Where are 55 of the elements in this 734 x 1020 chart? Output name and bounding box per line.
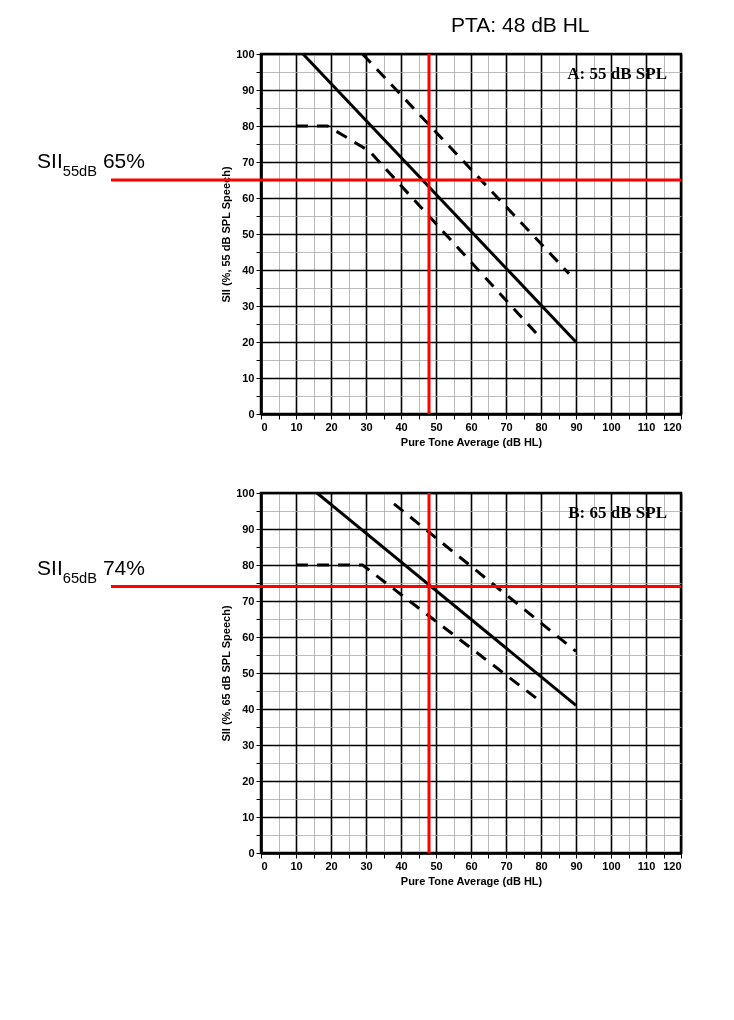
y-tick-label: 60 bbox=[242, 191, 255, 204]
y-tick-label: 40 bbox=[242, 702, 255, 715]
y-tick-label: 50 bbox=[242, 227, 255, 240]
ref-line-label: SII$_{55dB}$ 65% bbox=[37, 149, 145, 179]
x-tick-label: 0 bbox=[261, 859, 268, 872]
y-tick-label: 60 bbox=[242, 630, 255, 643]
x-tick-label: 80 bbox=[535, 859, 548, 872]
x-tick-label: 60 bbox=[465, 859, 478, 872]
x-tick-label: 110 bbox=[637, 859, 656, 872]
x-tick-label: 110 bbox=[637, 420, 656, 433]
x-axis-title: Pure Tone Average (dB HL) bbox=[400, 435, 543, 448]
y-tick-label: 50 bbox=[242, 666, 255, 679]
y-tick-label: 80 bbox=[242, 558, 255, 571]
y-tick-label: 30 bbox=[242, 738, 255, 751]
ref-line-label: PTA: 48 dB HL bbox=[451, 13, 590, 36]
x-tick-label: 10 bbox=[290, 420, 303, 433]
x-tick-label: 30 bbox=[360, 859, 373, 872]
y-tick-label: 70 bbox=[242, 155, 255, 168]
x-tick-label: 100 bbox=[602, 859, 621, 872]
x-tick-label: 50 bbox=[430, 859, 443, 872]
x-tick-label: 100 bbox=[602, 420, 621, 433]
y-tick-label: 10 bbox=[242, 371, 255, 384]
x-tick-label: 120 bbox=[663, 420, 682, 433]
y-tick-label: 0 bbox=[248, 407, 255, 420]
y-tick-label: 70 bbox=[242, 594, 255, 607]
x-tick-label: 90 bbox=[570, 420, 583, 433]
y-tick-label: 100 bbox=[236, 486, 255, 499]
y-axis-title: SII (%, 55 dB SPL Speech) bbox=[220, 166, 233, 303]
x-tick-label: 90 bbox=[570, 859, 583, 872]
x-tick-label: 70 bbox=[500, 859, 513, 872]
y-tick-label: 90 bbox=[242, 83, 255, 96]
y-tick-label: 90 bbox=[242, 522, 255, 535]
y-tick-label: 40 bbox=[242, 263, 255, 276]
y-tick-label: 10 bbox=[242, 810, 255, 823]
x-tick-label: 10 bbox=[290, 859, 303, 872]
x-tick-label: 60 bbox=[465, 420, 478, 433]
x-tick-label: 30 bbox=[360, 420, 373, 433]
x-tick-label: 80 bbox=[535, 420, 548, 433]
y-tick-label: 100 bbox=[236, 47, 255, 60]
x-tick-label: 20 bbox=[325, 859, 338, 872]
x-tick-label: 70 bbox=[500, 420, 513, 433]
y-tick-label: 30 bbox=[242, 299, 255, 312]
x-tick-label: 50 bbox=[430, 420, 443, 433]
y-tick-label: 0 bbox=[248, 846, 255, 859]
y-tick-label: 20 bbox=[242, 774, 255, 787]
y-tick-label: 20 bbox=[242, 335, 255, 348]
ref-line-label: SII$_{65dB}$ 74% bbox=[37, 555, 145, 586]
x-tick-label: 20 bbox=[325, 420, 338, 433]
y-tick-label: 80 bbox=[242, 119, 255, 132]
x-axis-title: Pure Tone Average (dB HL) bbox=[400, 874, 543, 887]
x-tick-label: 0 bbox=[261, 420, 268, 433]
x-tick-label: 40 bbox=[395, 420, 408, 433]
y-axis-title: SII (%, 65 dB SPL Speech) bbox=[220, 605, 233, 742]
x-tick-label: 120 bbox=[663, 859, 682, 872]
x-tick-label: 40 bbox=[395, 859, 408, 872]
